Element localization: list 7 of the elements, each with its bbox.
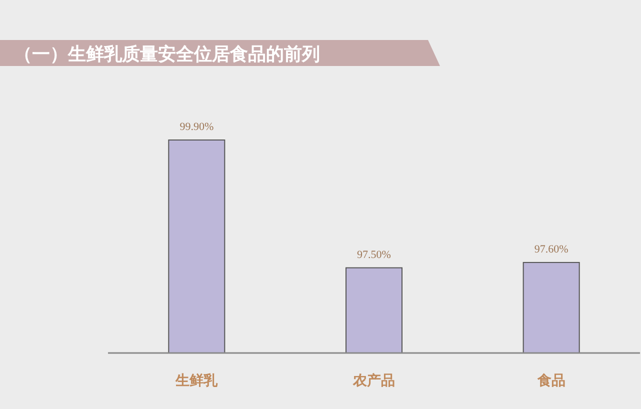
data-label: 97.50% — [357, 248, 391, 261]
x-tick-label: 生鲜乳 — [174, 373, 219, 389]
x-tick-label: 农产品 — [352, 372, 395, 389]
x-tick-label: 食品 — [536, 373, 566, 389]
data-label: 99.90% — [180, 121, 214, 133]
data-label: 97.60% — [534, 243, 568, 256]
chart-title: （一）生鲜乳质量安全位居食品的前列 — [14, 44, 320, 65]
